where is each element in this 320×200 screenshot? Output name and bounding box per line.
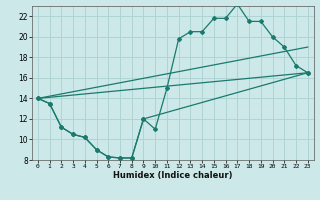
X-axis label: Humidex (Indice chaleur): Humidex (Indice chaleur)	[113, 171, 233, 180]
